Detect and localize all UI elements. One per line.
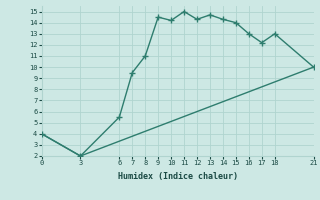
X-axis label: Humidex (Indice chaleur): Humidex (Indice chaleur) [118, 172, 237, 181]
